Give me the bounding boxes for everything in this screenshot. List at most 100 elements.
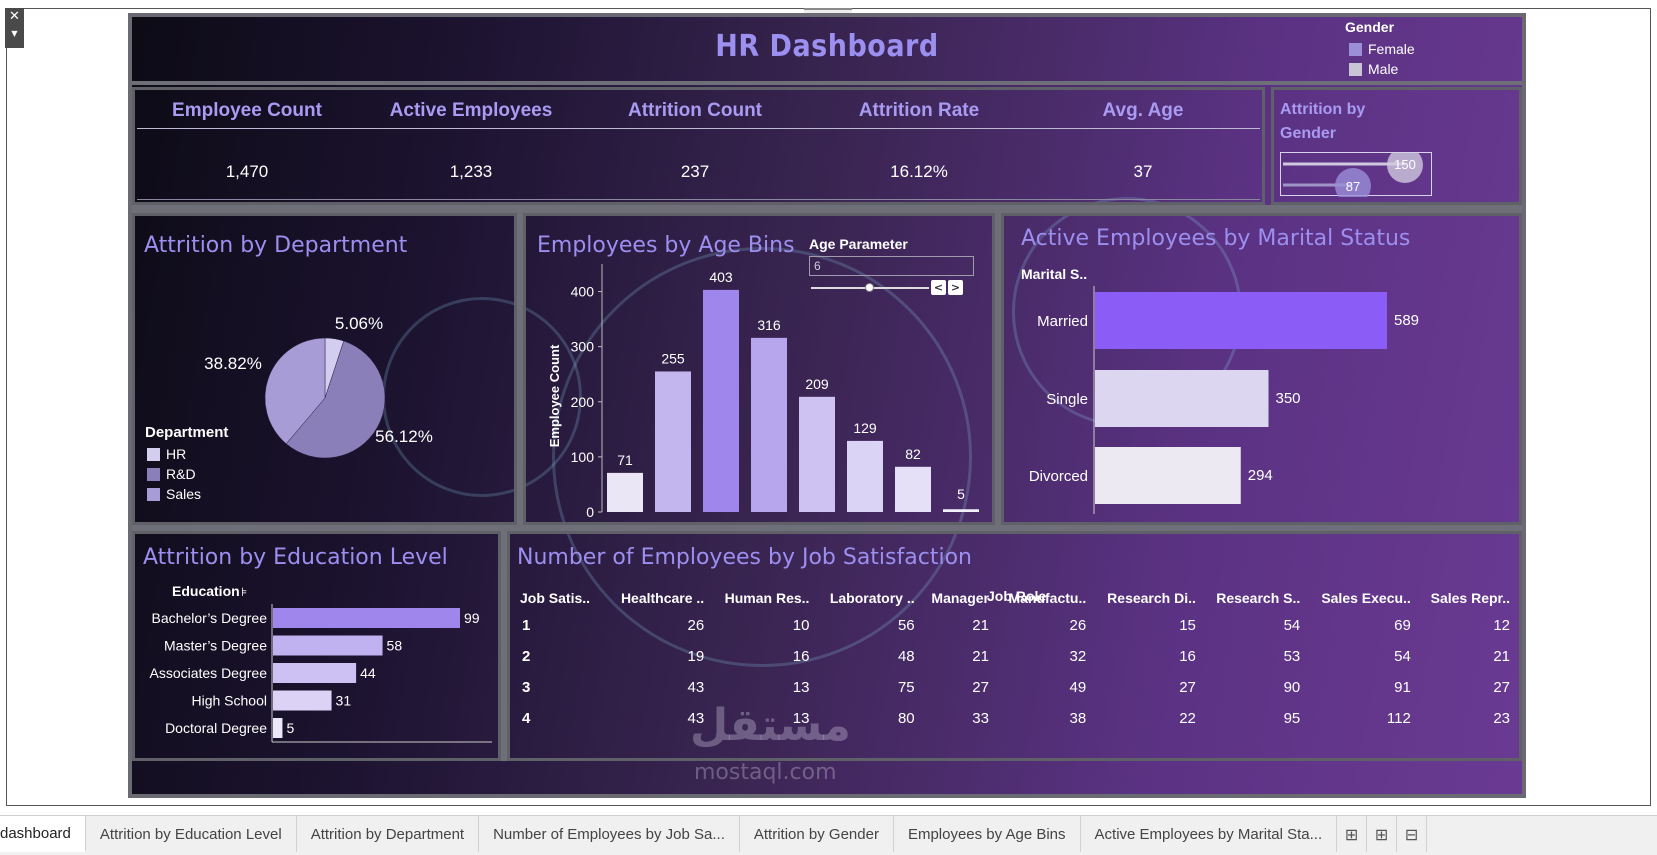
kpi-avg-age[interactable]: Avg. Age 37: [1031, 90, 1255, 182]
watermark-logo: مستقل: [690, 700, 851, 751]
legend-item-female[interactable]: Female: [1345, 39, 1415, 59]
column-header[interactable]: Manager: [931, 590, 989, 606]
table-cell[interactable]: 15: [1179, 617, 1196, 634]
table-cell[interactable]: 54: [1283, 617, 1301, 634]
table-cell[interactable]: 95: [1283, 710, 1301, 727]
table-cell[interactable]: 21: [972, 617, 989, 634]
table-cell[interactable]: 49: [1069, 679, 1087, 696]
marital-bar-chart[interactable]: Marital S.. Married 589 Single 350 Divorced 29…: [1004, 216, 1519, 522]
column-header[interactable]: Human Res..: [724, 590, 810, 606]
education-bar: [273, 608, 460, 628]
table-cell[interactable]: 43: [687, 710, 705, 727]
kpi-active-employees[interactable]: Active Employees 1,233: [359, 90, 583, 182]
table-cell[interactable]: 38: [1069, 710, 1087, 727]
kpi-attrition-count[interactable]: Attrition Count 237: [583, 90, 807, 182]
gender-bubble-chart[interactable]: 150 87: [1280, 152, 1432, 197]
table-cell[interactable]: 19: [687, 648, 705, 665]
table-cell[interactable]: 48: [897, 648, 915, 665]
kpi-attrition-rate[interactable]: Attrition Rate 16.12%: [807, 90, 1031, 182]
table-cell[interactable]: 16: [792, 648, 810, 665]
table-cell[interactable]: 27: [1493, 679, 1510, 696]
bar-value-label: 71: [617, 452, 633, 468]
table-cell[interactable]: 12: [1493, 617, 1510, 634]
sheet-tab[interactable]: Attrition by Gender: [740, 816, 894, 852]
education-bar-chart[interactable]: Education ⊧ Bachelor’s Degree 99 Master’s De…: [135, 534, 498, 758]
close-icon[interactable]: ✕: [9, 9, 20, 24]
table-cell[interactable]: 26: [1069, 617, 1087, 634]
sheet-tab[interactable]: Employees by Age Bins: [894, 816, 1081, 852]
sheet-tab[interactable]: Number of Employees by Job Sa...: [479, 816, 740, 852]
column-header[interactable]: Research Di..: [1107, 590, 1196, 606]
table-cell[interactable]: 21: [972, 648, 989, 665]
table-cell[interactable]: 112: [1386, 710, 1411, 727]
column-header[interactable]: Sales Repr..: [1430, 590, 1510, 606]
panel-title: Attrition by Department: [144, 233, 408, 258]
sheet-tab[interactable]: dashboard: [0, 816, 86, 852]
new-dashboard-icon[interactable]: ⊞: [1367, 816, 1398, 852]
column-header[interactable]: Research S..: [1216, 590, 1301, 606]
y-tick-label: 100: [571, 449, 595, 465]
table-cell[interactable]: 21: [1493, 648, 1510, 665]
table-cell[interactable]: 13: [792, 710, 810, 727]
table-cell[interactable]: 26: [687, 617, 705, 634]
attrition-by-department-panel: Attrition by Department 5.06% 56.12% 38.82…: [132, 213, 517, 525]
new-story-icon[interactable]: ⊟: [1397, 816, 1428, 852]
chevron-down-icon[interactable]: ▼: [11, 29, 18, 38]
table-cell[interactable]: 54: [1394, 648, 1411, 665]
sheet-tabs-bar: dashboard Attrition by Education Level Att…: [0, 815, 1657, 855]
legend-item-sales[interactable]: Sales: [145, 484, 228, 504]
panel-title: Attrition by Education Level: [143, 545, 448, 570]
male-swatch: [1349, 62, 1362, 76]
table-cell[interactable]: 56: [897, 617, 915, 634]
table-cell[interactable]: 23: [1493, 710, 1510, 727]
table-cell[interactable]: 53: [1283, 648, 1301, 665]
table-cell[interactable]: 80: [897, 710, 915, 727]
sheet-tab[interactable]: Active Employees by Marital Sta...: [1081, 816, 1338, 852]
pie-slice-sales: [264, 337, 326, 445]
legend-label: Sales: [166, 486, 202, 502]
kpi-panel: Employee Count 1,470 Active Employees 1,…: [132, 87, 1265, 205]
female-value: 150: [1394, 157, 1416, 172]
table-cell[interactable]: 33: [972, 710, 989, 727]
bar-value-label: 44: [360, 665, 376, 681]
column-header[interactable]: Healthcare ..: [620, 590, 705, 606]
table-cell[interactable]: 90: [1283, 679, 1301, 696]
age-bins-bar-chart[interactable]: 0 100 200 300 400 Employee Count 71 255 403 316 20…: [526, 216, 992, 522]
sheet-tab[interactable]: Attrition by Education Level: [86, 816, 297, 852]
new-worksheet-icon[interactable]: ⊞: [1337, 816, 1368, 852]
column-header[interactable]: Sales Execu..: [1321, 590, 1411, 606]
table-cell[interactable]: 16: [1179, 648, 1196, 665]
table-cell[interactable]: 13: [792, 679, 810, 696]
table-cell[interactable]: 43: [687, 679, 705, 696]
panel-title: Employees by Age Bins: [537, 233, 795, 258]
kpi-label: Employee Count: [172, 100, 322, 121]
table-cell[interactable]: 27: [1179, 679, 1196, 696]
sheet-tab[interactable]: Attrition by Department: [297, 816, 480, 852]
column-header[interactable]: Manufactu..: [1008, 590, 1087, 606]
chevron-left-icon[interactable]: <: [931, 280, 946, 295]
category-label: Divorced: [1029, 468, 1088, 485]
legend-item-hr[interactable]: HR: [145, 444, 228, 464]
table-cell[interactable]: 10: [792, 617, 810, 634]
table-cell[interactable]: 22: [1179, 710, 1196, 727]
hr-swatch: [147, 447, 160, 461]
kpi-employee-count[interactable]: Employee Count 1,470: [135, 90, 359, 182]
table-cell[interactable]: 91: [1394, 679, 1411, 696]
chevron-right-icon[interactable]: >: [948, 280, 963, 295]
slider-thumb[interactable]: [865, 283, 874, 292]
table-cell[interactable]: 27: [972, 679, 989, 696]
age-parameter-input[interactable]: 6: [809, 256, 974, 276]
department-pie-chart[interactable]: 5.06% 56.12% 38.82%: [135, 216, 515, 516]
job-satisfaction-panel: Number of Employees by Job Satisfaction …: [507, 531, 1522, 761]
kpi-value: 1,233: [449, 162, 493, 181]
legend-item-male[interactable]: Male: [1345, 59, 1415, 79]
table-cell[interactable]: 32: [1069, 648, 1087, 665]
parameter-label: Age Parameter: [809, 236, 908, 252]
column-header[interactable]: Laboratory ..: [829, 590, 915, 606]
object-controls[interactable]: ✕ ▼: [5, 8, 24, 48]
table-cell[interactable]: 69: [1394, 617, 1411, 634]
y-axis-label: Employee Count: [547, 344, 562, 447]
table-cell[interactable]: 75: [897, 679, 915, 696]
legend-item-rd[interactable]: R&D: [145, 464, 228, 484]
axis-header: Education: [172, 583, 240, 599]
